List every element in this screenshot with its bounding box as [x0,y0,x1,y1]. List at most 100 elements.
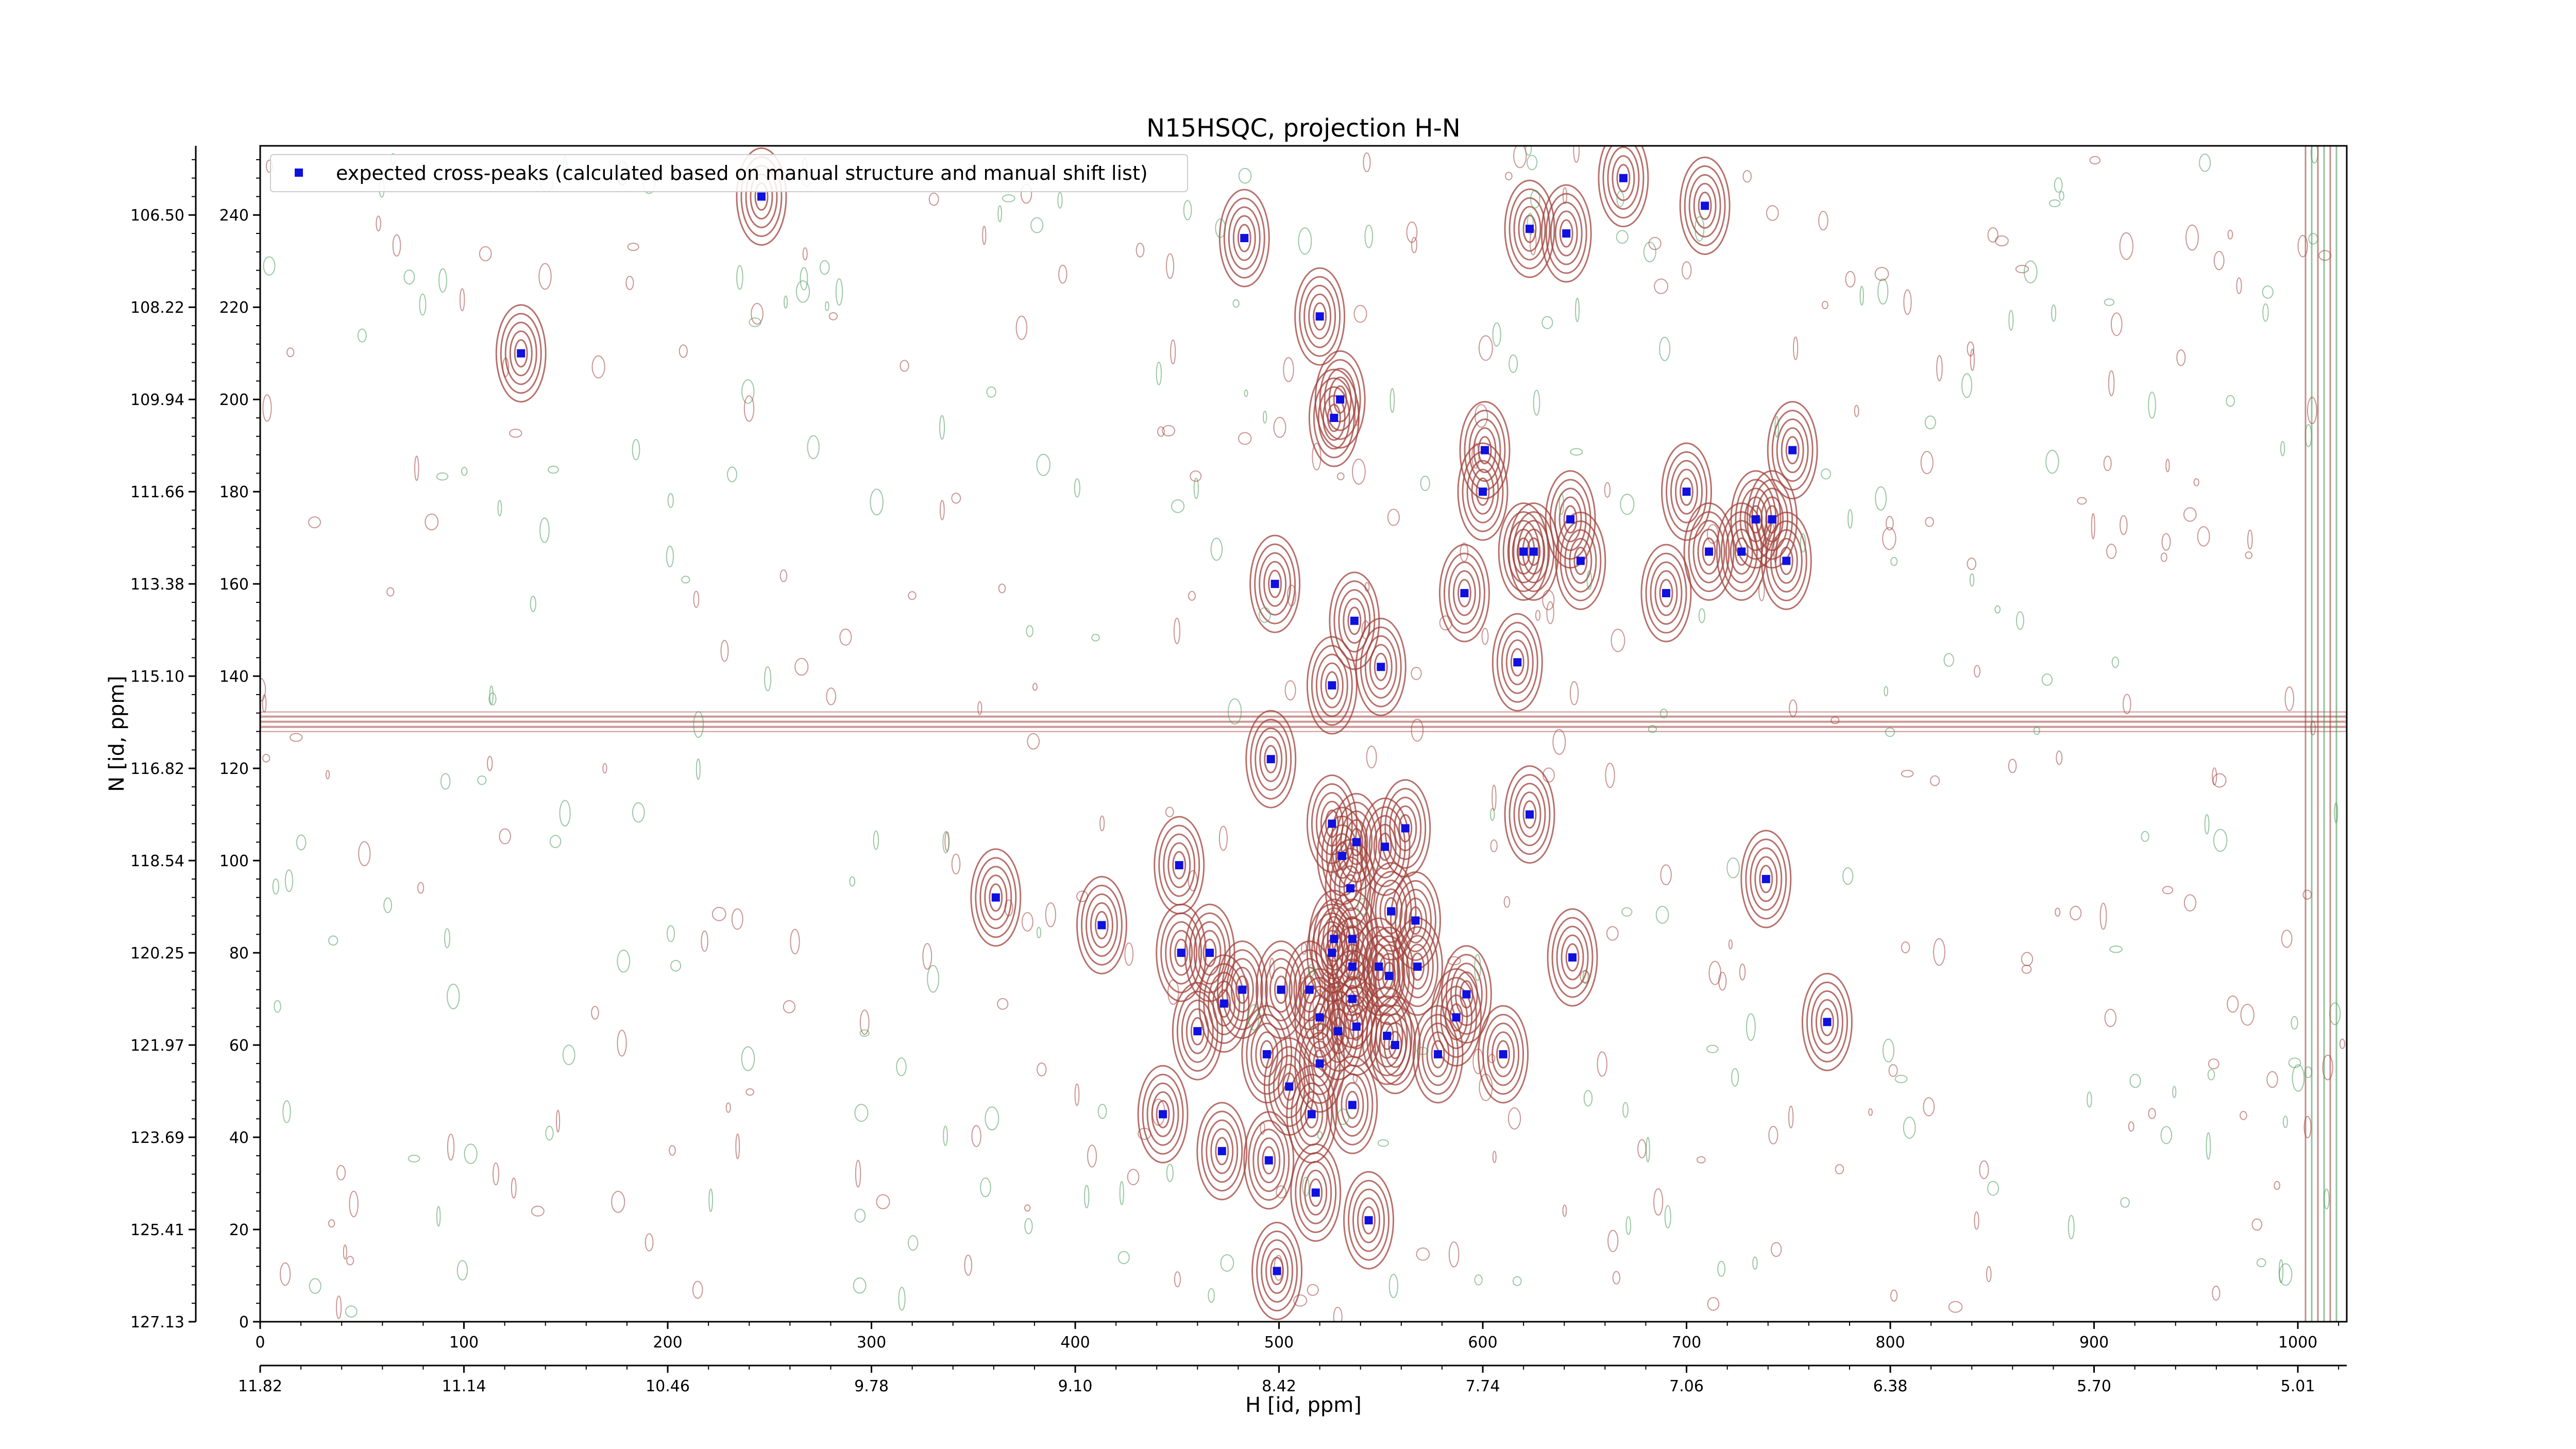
noise-contour [2148,391,2156,419]
noise-contour [1298,227,1312,255]
peak-contour [1193,921,1226,985]
noise-contour [1994,605,2001,614]
cross-peak-marker [1401,824,1410,833]
peak-contour [500,313,542,394]
peak-contour [1327,1055,1378,1154]
noise-contour [1562,187,1568,204]
noise-contour [419,293,427,316]
cross-peak-marker [1348,995,1357,1003]
noise-contour [1901,769,1914,778]
legend-box [270,154,1188,192]
cross-peak-marker [1526,810,1534,819]
noise-contour [2041,673,2053,686]
peak-contour [1215,1137,1229,1166]
noise-contour [1943,653,1954,667]
noise-contour [1948,1301,1963,1313]
peak-contour [1319,359,1361,440]
peak-contour [1256,1231,1298,1312]
noise-contour [2318,250,2332,261]
noise-contour [1604,482,1611,498]
peak-contour [736,147,787,246]
noise-contour [1170,339,1176,365]
noise-contour [1283,357,1294,382]
x-tick-label: 600 [1468,1334,1497,1352]
noise-contour [2193,478,2199,486]
noise-contour [2128,1121,2134,1132]
noise-contour [1854,405,1859,417]
x-tick-label: 0 [255,1334,265,1352]
peak-contour [1507,520,1540,584]
cross-peak-marker [1159,1110,1167,1119]
noise-contour [2304,424,2312,447]
peak-contour [1801,972,1853,1071]
noise-contour [1533,390,1540,416]
noise-contour [741,379,755,404]
peak-contour [1326,824,1359,888]
peak-contour [979,866,1012,930]
noise-contour [1057,192,1063,209]
noise-contour [1269,957,1275,980]
noise-contour [1527,213,1534,235]
peak-contour [1659,579,1673,608]
noise-contour [2033,726,2040,735]
x-tick-label: 500 [1264,1334,1294,1352]
noise-contour [942,831,950,854]
noise-contour [611,1191,625,1213]
cross-peak-marker [1311,1188,1320,1197]
noise-contour [800,267,808,291]
cross-peak-marker [1375,962,1383,971]
noise-contour [735,1133,740,1159]
peak-contour [1684,165,1726,246]
cross-peak-marker [1562,229,1571,238]
peak-contour [1181,999,1214,1063]
peak-contour [1383,1022,1407,1068]
noise-contour [1580,970,1590,984]
peak-contour [1435,976,1478,1058]
ppm-x-tick-label: 5.01 [2281,1377,2315,1395]
peak-contour [1513,783,1546,847]
noise-contour [497,500,502,517]
noise-contour [1882,1038,1894,1063]
noise-contour [2212,1286,2221,1301]
peak-contour [1734,537,1749,566]
peak-contour [1725,520,1758,584]
noise-contour [1136,243,1145,258]
noise-contour [279,1262,291,1286]
noise-contour [1979,1160,1989,1180]
cross-peak-marker [1305,985,1314,994]
noise-contour [1525,146,1532,156]
noise-contour [1831,716,1840,724]
noise-contour [1929,775,1940,786]
cross-peak-marker [1175,861,1183,870]
cross-peak-marker [1348,1101,1357,1109]
peak-contour [1448,561,1481,625]
noise-contour [826,687,836,705]
peak-contour [1513,197,1546,261]
cross-peak-marker [1377,663,1385,671]
peak-contour [1246,1014,1288,1095]
noise-contour [2077,497,2087,505]
noise-contour [667,493,674,508]
noise-contour [1697,1156,1706,1164]
ridge-contour [260,716,2347,722]
peak-contour [1382,962,1396,990]
cross-peak-marker [1479,487,1487,496]
noise-contour [1173,617,1181,645]
peak-contour [1457,442,1509,541]
noise-contour [1416,1247,1430,1261]
peak-contour [1569,537,1592,584]
noise-contour [1167,979,1179,1005]
peak-contour [1556,925,1589,989]
peak-contour [1325,671,1339,700]
noise-contour [708,1188,714,1212]
cross-peak-marker [1782,557,1791,565]
peak-contour [1554,210,1578,257]
cross-peak-marker [1315,1013,1324,1022]
noise-contour [2148,1108,2156,1119]
peak-contour [1317,990,1359,1072]
noise-contour [1363,152,1371,173]
noise-contour [1875,486,1887,511]
noise-contour [2297,234,2308,258]
peak-contour [1299,976,1341,1058]
noise-contour [1616,191,1624,207]
